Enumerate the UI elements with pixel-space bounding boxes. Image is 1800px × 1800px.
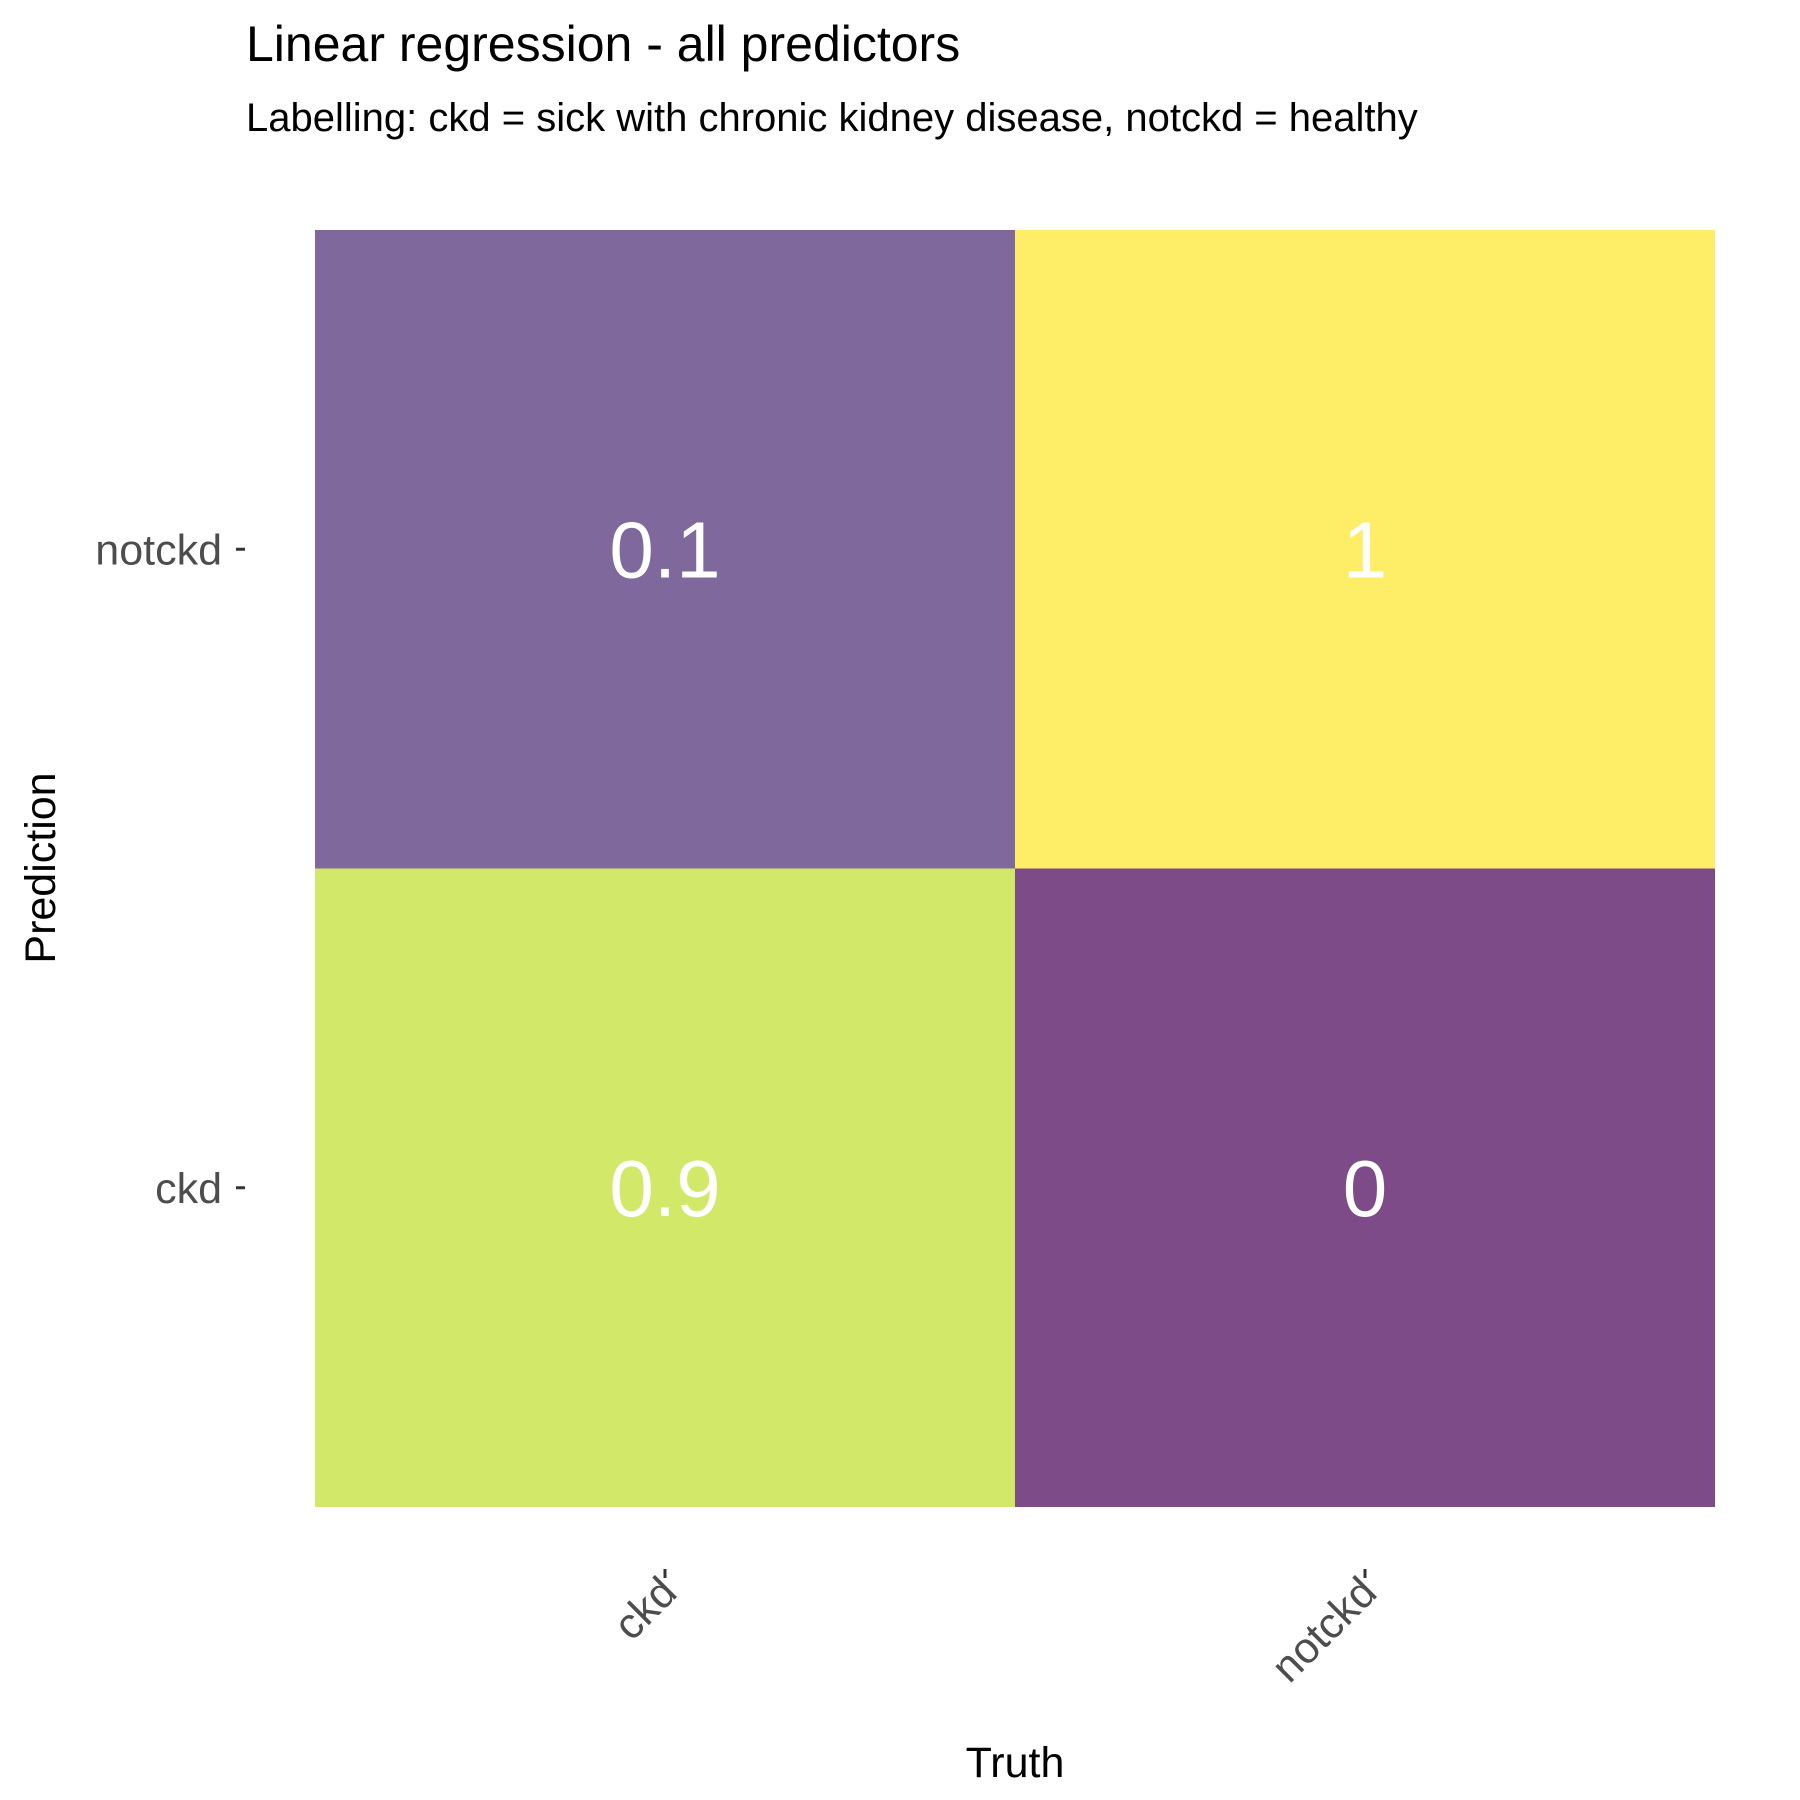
chart-title: Linear regression - all predictors bbox=[246, 16, 960, 72]
x-axis: ckd notckd bbox=[605, 1568, 1386, 1692]
y-tick-label: ckd bbox=[155, 1165, 222, 1213]
y-tick-label: notckd bbox=[95, 526, 222, 574]
y-axis-title: Prediction bbox=[17, 772, 65, 963]
y-axis: ckd notckd bbox=[95, 526, 245, 1213]
cell-value-label: 0.1 bbox=[609, 505, 720, 594]
x-tick-label: notckd bbox=[1263, 1568, 1387, 1692]
heatmap-cell-notckd-ckd bbox=[1015, 868, 1715, 1507]
x-axis-title: Truth bbox=[966, 1739, 1065, 1787]
x-tick-label: ckd bbox=[605, 1568, 686, 1649]
heatmap-cells: 0.1 1 0.9 0 bbox=[315, 230, 1715, 1507]
heatmap-cell-ckd-notckd bbox=[315, 230, 1015, 869]
cell-value-label: 1 bbox=[1343, 505, 1388, 594]
cell-value-label: 0.9 bbox=[609, 1144, 720, 1233]
heatmap-cell-notckd-notckd bbox=[1015, 230, 1715, 869]
chart-subtitle: Labelling: ckd = sick with chronic kidne… bbox=[246, 96, 1418, 140]
heatmap-cell-ckd-ckd bbox=[315, 868, 1015, 1507]
cell-value-label: 0 bbox=[1343, 1144, 1388, 1233]
